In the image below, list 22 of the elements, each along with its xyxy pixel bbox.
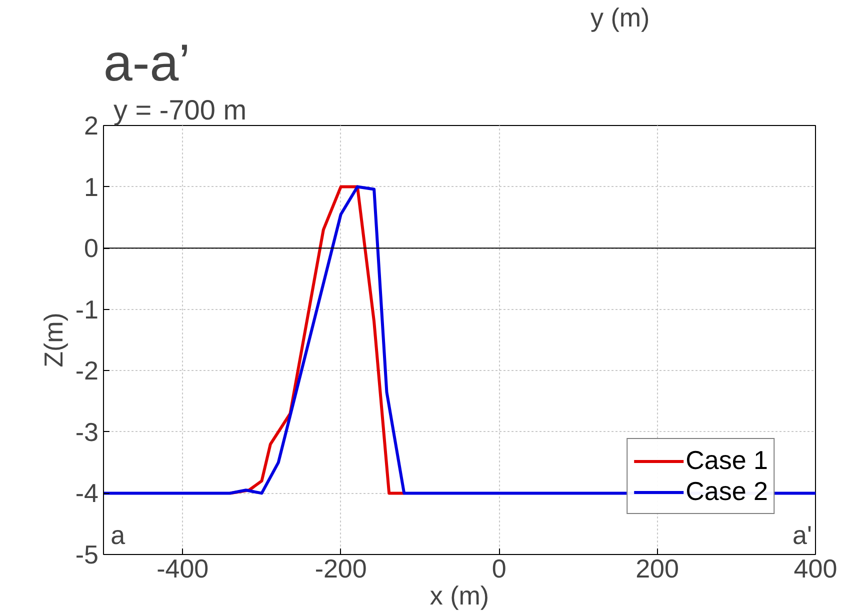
chart-subtitle: y = -700 m	[114, 94, 247, 126]
y-axis-title: Z(m)	[38, 312, 68, 368]
legend-label: Case 1	[686, 445, 768, 476]
y-tick-label: -5	[75, 540, 99, 570]
annotation: a	[110, 520, 126, 550]
legend-label: Case 2	[686, 476, 768, 507]
y-tick-label: 1	[84, 172, 99, 202]
y-tick-label: 2	[84, 110, 99, 140]
y-tick-label: -1	[75, 294, 99, 324]
x-tick-label: 200	[636, 554, 679, 584]
y-tick-label: 0	[84, 233, 99, 264]
x-tick-label: -400	[156, 554, 209, 584]
y-tick-label: -2	[75, 356, 99, 386]
y-tick-label: -4	[75, 478, 99, 508]
annotation: a'	[792, 520, 812, 550]
x-tick-label: 0	[492, 554, 506, 584]
x-tick-label: -200	[314, 554, 367, 584]
text: y (m)	[590, 2, 650, 32]
x-axis-title: x (m)	[430, 580, 490, 610]
chart-title: a-a’	[104, 34, 190, 92]
y-tick-label: -3	[75, 416, 99, 447]
x-tick-label: 400	[794, 554, 838, 584]
